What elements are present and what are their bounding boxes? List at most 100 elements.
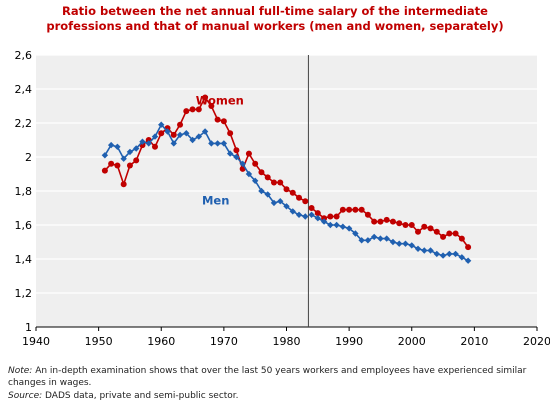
data-point-women [396, 220, 403, 227]
data-point-men [189, 136, 196, 144]
data-point-women [358, 206, 365, 213]
data-point-men [101, 152, 109, 159]
data-point-women [233, 147, 240, 154]
data-point-women [408, 222, 415, 228]
data-point-men [339, 223, 347, 230]
data-point-men [164, 128, 171, 135]
x-tick-label: 1990 [335, 335, 363, 348]
data-point-women [177, 121, 184, 128]
data-point-women [108, 160, 115, 167]
x-tick-label: 2010 [460, 335, 488, 348]
data-point-men [314, 215, 322, 222]
data-point-women [189, 106, 196, 113]
data-point-women [264, 174, 271, 181]
data-point-women [327, 213, 334, 220]
data-point-women [195, 106, 202, 113]
data-point-women [421, 223, 428, 230]
data-point-men [270, 199, 278, 207]
data-point-women [170, 131, 177, 138]
data-point-men [389, 238, 397, 246]
data-point-men [370, 233, 378, 241]
data-point-men [383, 235, 390, 242]
data-point-women [158, 130, 165, 137]
data-point-women [258, 169, 265, 176]
y-tick-label: 2,6 [15, 49, 33, 62]
data-point-women [277, 179, 284, 186]
data-point-men [302, 213, 309, 220]
data-point-men [333, 221, 340, 229]
chart-title-line-1: Ratio between the net annual full-time s… [62, 4, 488, 18]
data-point-women [333, 213, 340, 220]
data-point-women [433, 228, 440, 235]
data-point-men [352, 230, 359, 237]
data-point-women [133, 157, 140, 164]
data-point-men [220, 140, 228, 147]
data-point-men [107, 141, 115, 149]
data-point-men [114, 143, 121, 150]
y-tick-label: 1 [25, 321, 32, 334]
data-point-men [158, 121, 165, 128]
data-point-men [464, 257, 472, 264]
data-point-women [183, 108, 190, 115]
data-point-women [289, 189, 296, 196]
data-point-men [408, 242, 415, 249]
note-footnote: Note: An in-depth examination shows that… [8, 366, 538, 389]
x-tick-label: 1960 [147, 335, 175, 348]
data-point-women [214, 116, 221, 123]
data-point-women [346, 206, 353, 213]
data-point-women [364, 211, 371, 218]
source-footnote: Source: DADS data, private and semi-publ… [8, 391, 538, 403]
series-label-women: Women [196, 93, 244, 107]
data-point-women [308, 205, 315, 211]
data-point-men [120, 155, 127, 162]
x-tick-label: 1940 [22, 335, 50, 348]
data-point-women [114, 162, 121, 169]
data-point-women [208, 103, 215, 109]
data-point-men [427, 247, 434, 254]
note-text: An in-depth examination shows that over … [8, 366, 527, 388]
data-point-men [201, 128, 209, 135]
y-tick-label: 2,4 [15, 83, 33, 96]
data-point-women [220, 118, 227, 125]
data-point-men [452, 250, 459, 258]
data-point-women [314, 210, 321, 217]
data-point-men [320, 218, 328, 225]
chart-title-line-2: professions and that of manual workers (… [46, 19, 504, 33]
data-point-women [120, 181, 127, 188]
x-tick-label: 1980 [273, 335, 301, 348]
data-point-men [283, 203, 290, 210]
data-point-men [277, 198, 284, 205]
data-point-men [170, 140, 177, 147]
data-point-men [396, 240, 403, 247]
data-point-women [452, 230, 459, 237]
data-point-women [101, 167, 108, 174]
data-point-men [289, 208, 296, 215]
data-point-women [440, 233, 447, 240]
data-point-men [421, 247, 428, 254]
data-point-men [377, 235, 384, 242]
data-point-men [208, 140, 215, 147]
data-point-men [345, 225, 353, 232]
data-point-men [233, 153, 240, 161]
data-point-women [227, 130, 234, 137]
data-point-men [214, 140, 221, 147]
data-point-women [458, 235, 465, 242]
data-point-men [226, 150, 234, 157]
data-point-men [308, 211, 315, 218]
data-point-women [302, 198, 309, 205]
source-label: Source: [8, 391, 43, 401]
source-text: DADS data, private and semi-public secto… [42, 391, 239, 401]
data-point-women [371, 218, 378, 225]
data-point-women [377, 218, 384, 225]
data-point-men [402, 240, 409, 247]
data-point-men [139, 138, 146, 145]
y-tick-label: 1,4 [15, 253, 33, 266]
x-tick-label: 2000 [398, 335, 426, 348]
data-point-men [133, 145, 140, 152]
data-point-men [458, 254, 466, 261]
data-point-women [383, 216, 390, 223]
data-point-women [427, 225, 434, 232]
data-point-women [389, 218, 396, 225]
y-tick-label: 1,8 [15, 185, 33, 198]
